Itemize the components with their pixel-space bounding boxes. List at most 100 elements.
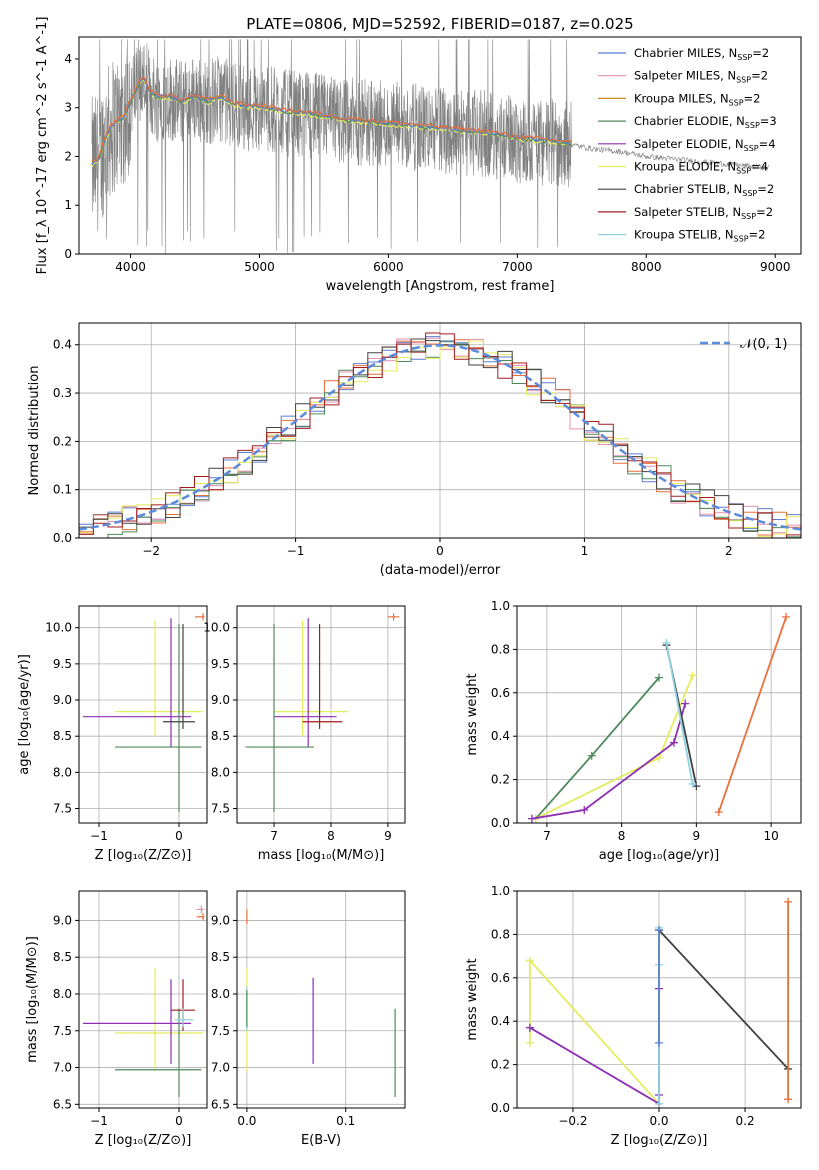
y-tick-label: 0.6	[491, 686, 510, 700]
x-tick-label: −1	[90, 829, 108, 843]
y-tick-label: 0.4	[491, 729, 510, 743]
axes-frame	[78, 322, 802, 539]
legend-label: Kroupa MILES, NSSP=2	[634, 91, 760, 107]
x-axis-label: age [log₁₀(age/yr)]	[599, 848, 720, 863]
y-tick-label: 7.5	[53, 1024, 72, 1038]
series-marker	[688, 779, 697, 788]
y-tick-label: 0.0	[491, 816, 510, 830]
series-marker	[655, 673, 663, 682]
series-marker	[784, 897, 793, 906]
errorbar-point	[163, 624, 195, 729]
series-line	[529, 988, 660, 1106]
axes-frame	[78, 605, 208, 824]
x-tick-label: 0	[175, 1114, 183, 1128]
errorbar-point	[387, 613, 400, 621]
series-marker	[655, 1099, 663, 1108]
errorbar-point	[274, 618, 337, 748]
y-tick-label: 0.8	[491, 927, 510, 941]
plot-area	[246, 909, 396, 1097]
y-tick-label: 0.2	[491, 773, 510, 787]
y-tick-label: 0.0	[53, 531, 72, 545]
panel-age_vs_Z: −1 0 7.5 8.0 8.5 9.0 9.5 10.0 Z [log₁₀(Z/Z⊙)] age…	[17, 605, 208, 863]
y-tick-label: 4	[64, 52, 72, 66]
x-axis-label: mass [log₁₀(M/M⊙)]	[258, 848, 385, 863]
series-marker	[669, 738, 678, 747]
series-line	[717, 616, 787, 813]
y-tick-label: 0	[64, 247, 72, 261]
y-tick-label: 10.0	[203, 621, 230, 635]
legend: 𝒩(0, 1)	[700, 337, 787, 352]
plot-area	[83, 905, 205, 1097]
panel-residuals: −2 −1 0 1 2 0.0 0.1 0.2 0.3 0.4 (data-model)/error…	[27, 322, 802, 578]
histogram-series	[79, 340, 801, 538]
y-axis-label: mass weight	[465, 673, 480, 755]
y-axis-label: age [log₁₀(age/yr)]	[17, 654, 32, 775]
legend: Chabrier MILES, NSSP=2 Salpeter MILES, NS…	[598, 46, 777, 244]
x-tick-label: 6000	[373, 260, 404, 274]
x-axis-label: Z [log₁₀(Z/Z⊙)]	[95, 848, 192, 863]
y-tick-label: 9.0	[53, 693, 72, 707]
y-tick-label: 0.8	[491, 642, 510, 656]
y-tick-label: 7.5	[211, 1024, 230, 1038]
x-axis-label: (data-model)/error	[380, 563, 501, 578]
plot-area	[91, 39, 770, 254]
figure-title: PLATE=0806, MJD=52592, FIBERID=0187, z=0…	[246, 15, 633, 33]
y-tick-label: 8.0	[211, 987, 230, 1001]
panel-mass_weight_vs_age: 7 8 9 10 0.0 0.2 0.4 0.6 0.8 1.0 age [log₁₀(age/yr…	[465, 599, 802, 863]
y-tick-label: 6.5	[53, 1097, 72, 1111]
errorbar-point	[274, 620, 349, 737]
legend-label: Salpeter ELODIE, NSSP=4	[634, 137, 776, 153]
x-tick-label: 1	[581, 544, 589, 558]
errorbar-point	[175, 1008, 194, 1028]
x-tick-label: 5000	[244, 260, 275, 274]
y-tick-label: 7.5	[211, 802, 230, 816]
normal-curve	[79, 344, 801, 531]
panel-spectrum: 4000 5000 6000 7000 8000 9000 0 1 2 3 4 wavelength …	[35, 17, 802, 294]
errorbar-point	[195, 613, 205, 621]
legend-label: Kroupa STELIB, NSSP=2	[634, 228, 765, 244]
y-tick-label: 1.0	[491, 884, 510, 898]
axes-frame	[78, 890, 208, 1109]
series-line	[529, 958, 660, 1105]
series-marker	[782, 612, 791, 621]
panel-mass_weight_vs_Z: −0.2 0.0 0.2 0.0 0.2 0.4 0.6 0.8 1.0 Z [log₁₀(Z/Z…	[465, 884, 802, 1148]
plot-area	[525, 897, 793, 1108]
y-tick-label: 7.0	[53, 1061, 72, 1075]
series-line	[535, 677, 660, 820]
x-tick-label: 9	[384, 829, 392, 843]
errorbar-point	[115, 968, 203, 1072]
series-marker	[580, 805, 589, 814]
y-tick-label: 3	[64, 101, 72, 115]
y-tick-label: 9.0	[211, 693, 230, 707]
plot-area	[83, 613, 205, 813]
legend-label: Chabrier MILES, NSSP=2	[634, 46, 769, 62]
legend-label: Salpeter STELIB, NSSP=2	[634, 205, 773, 221]
y-axis-label: mass weight	[465, 958, 480, 1040]
x-tick-label: 8	[327, 829, 335, 843]
x-tick-label: 0.0	[649, 1114, 668, 1128]
panel-mass_vs_Z: −1 0 6.5 7.0 7.5 8.0 8.5 9.0 Z [log₁₀(Z/Z⊙)] mass…	[25, 890, 208, 1148]
series-line	[531, 703, 687, 820]
series-marker	[655, 1038, 663, 1047]
histogram-series	[79, 332, 801, 538]
legend-label: Salpeter MILES, NSSP=2	[634, 69, 768, 85]
model-spectrum	[91, 77, 572, 165]
series-line	[658, 929, 789, 1070]
series-marker	[784, 1095, 793, 1104]
series-marker	[688, 671, 697, 680]
plot-area	[527, 612, 791, 823]
x-axis-label: Z [log₁₀(Z/Z⊙)]	[611, 1133, 708, 1148]
x-tick-label: 9000	[760, 260, 791, 274]
series-marker	[527, 814, 536, 823]
series-marker	[525, 1023, 534, 1032]
legend-label: Chabrier STELIB, NSSP=2	[634, 182, 774, 198]
y-tick-label: 1.0	[491, 599, 510, 613]
y-tick-label: 8.0	[53, 765, 72, 779]
plot-area	[79, 332, 801, 538]
y-tick-label: 0.1	[53, 483, 72, 497]
y-tick-label: 1	[64, 198, 72, 212]
x-tick-label: −1	[287, 544, 305, 558]
errorbar-point	[245, 624, 314, 813]
series-line	[665, 642, 694, 785]
x-tick-label: 7000	[502, 260, 533, 274]
